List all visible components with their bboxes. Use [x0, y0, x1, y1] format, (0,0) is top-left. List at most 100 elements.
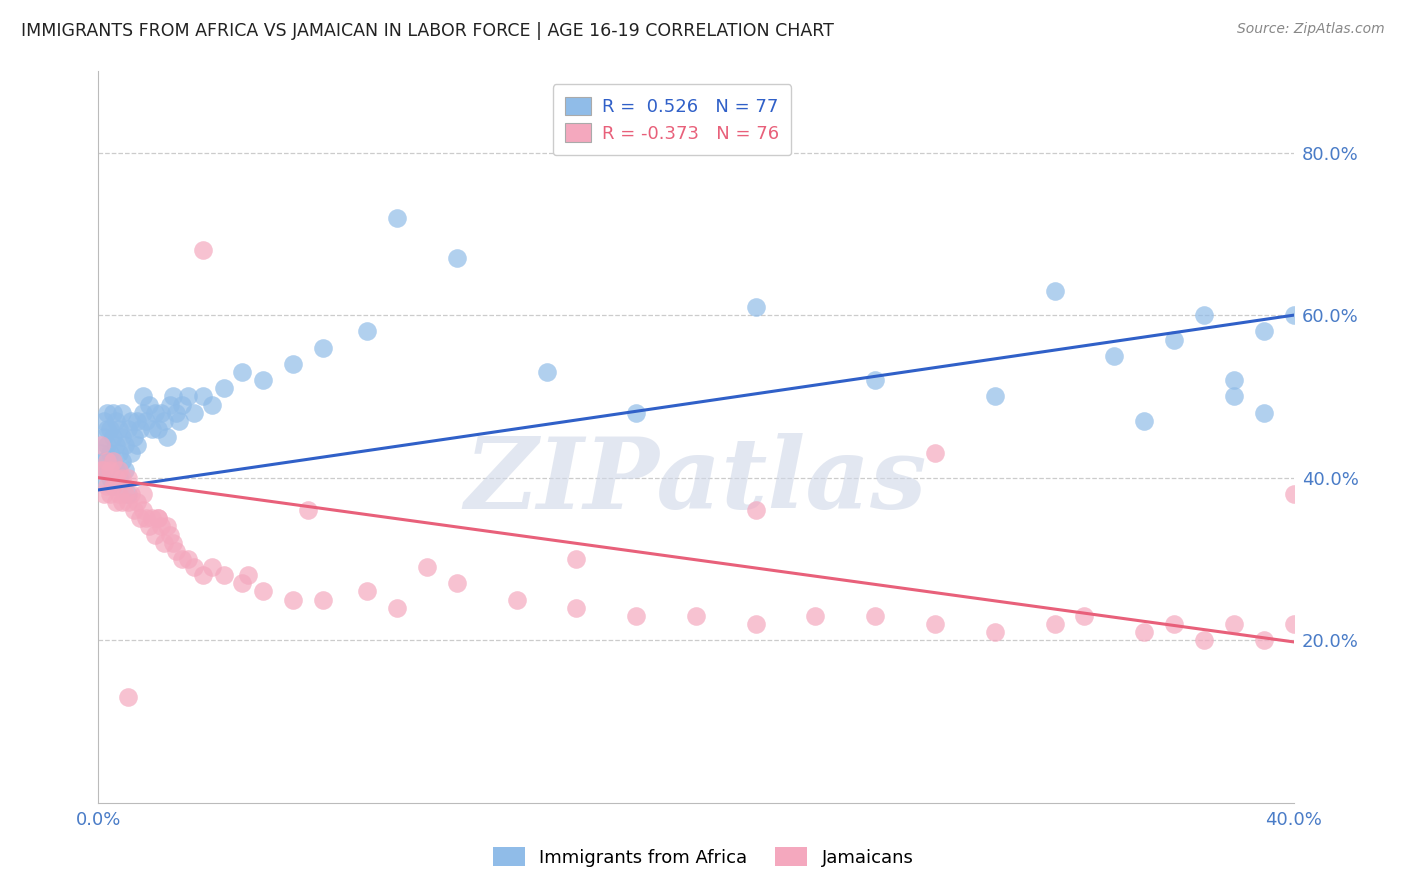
Point: [167, 414, 190, 428]
Point: [120, 446, 142, 460]
Point: [506, 592, 529, 607]
Point: [98, 487, 122, 501]
Point: [446, 252, 468, 266]
Point: [1223, 373, 1246, 387]
Point: [281, 357, 304, 371]
Point: [129, 422, 152, 436]
Point: [132, 487, 155, 501]
Point: [162, 389, 184, 403]
Point: [108, 462, 131, 476]
Point: [117, 495, 139, 509]
Point: [416, 560, 439, 574]
Text: ZIPatlas: ZIPatlas: [465, 433, 927, 529]
Point: [132, 389, 155, 403]
Point: [117, 487, 139, 501]
Point: [105, 414, 128, 428]
Point: [159, 527, 181, 541]
Point: [1133, 414, 1156, 428]
Point: [924, 446, 946, 460]
Point: [156, 519, 179, 533]
Point: [96, 462, 118, 476]
Point: [685, 608, 707, 623]
Point: [1253, 406, 1275, 420]
Point: [311, 341, 333, 355]
Point: [105, 495, 128, 509]
Point: [148, 511, 170, 525]
Text: IMMIGRANTS FROM AFRICA VS JAMAICAN IN LABOR FORCE | AGE 16-19 CORRELATION CHART: IMMIGRANTS FROM AFRICA VS JAMAICAN IN LA…: [21, 22, 834, 40]
Point: [153, 535, 176, 549]
Point: [114, 462, 136, 476]
Point: [111, 430, 134, 444]
Point: [108, 422, 131, 436]
Legend: R =  0.526   N = 77, R = -0.373   N = 76: R = 0.526 N = 77, R = -0.373 N = 76: [553, 84, 792, 155]
Point: [1282, 308, 1305, 322]
Point: [177, 389, 200, 403]
Point: [96, 406, 118, 420]
Point: [108, 487, 131, 501]
Point: [385, 211, 409, 225]
Point: [212, 381, 235, 395]
Point: [105, 471, 128, 485]
Point: [127, 414, 149, 428]
Point: [984, 389, 1007, 403]
Point: [1223, 617, 1246, 632]
Point: [103, 479, 125, 493]
Point: [1163, 617, 1185, 632]
Point: [1073, 608, 1095, 623]
Point: [252, 373, 274, 387]
Point: [356, 325, 378, 339]
Point: [191, 389, 214, 403]
Point: [96, 479, 118, 493]
Point: [1043, 617, 1066, 632]
Point: [108, 446, 131, 460]
Point: [1133, 625, 1156, 640]
Point: [162, 535, 184, 549]
Point: [212, 568, 235, 582]
Point: [127, 495, 149, 509]
Point: [865, 373, 887, 387]
Point: [105, 438, 128, 452]
Point: [1253, 325, 1275, 339]
Point: [201, 398, 224, 412]
Point: [111, 471, 134, 485]
Point: [231, 365, 253, 379]
Point: [114, 487, 136, 501]
Point: [1223, 389, 1246, 403]
Point: [311, 592, 333, 607]
Point: [165, 544, 187, 558]
Point: [565, 552, 588, 566]
Point: [96, 422, 118, 436]
Point: [231, 576, 253, 591]
Point: [111, 495, 134, 509]
Point: [865, 608, 887, 623]
Point: [93, 414, 115, 428]
Point: [1253, 633, 1275, 648]
Point: [1282, 487, 1305, 501]
Point: [124, 503, 146, 517]
Point: [103, 454, 125, 468]
Point: [132, 406, 155, 420]
Point: [90, 471, 112, 485]
Point: [1104, 349, 1126, 363]
Point: [96, 454, 118, 468]
Point: [90, 462, 112, 476]
Point: [114, 438, 136, 452]
Point: [103, 430, 125, 444]
Point: [96, 438, 118, 452]
Point: [135, 511, 157, 525]
Point: [236, 568, 259, 582]
Point: [148, 511, 170, 525]
Point: [90, 446, 112, 460]
Point: [98, 446, 122, 460]
Point: [111, 406, 134, 420]
Point: [135, 414, 157, 428]
Point: [1043, 284, 1066, 298]
Point: [281, 592, 304, 607]
Point: [120, 487, 142, 501]
Point: [565, 600, 588, 615]
Point: [143, 527, 166, 541]
Point: [138, 519, 160, 533]
Point: [150, 519, 173, 533]
Point: [172, 552, 194, 566]
Point: [117, 471, 139, 485]
